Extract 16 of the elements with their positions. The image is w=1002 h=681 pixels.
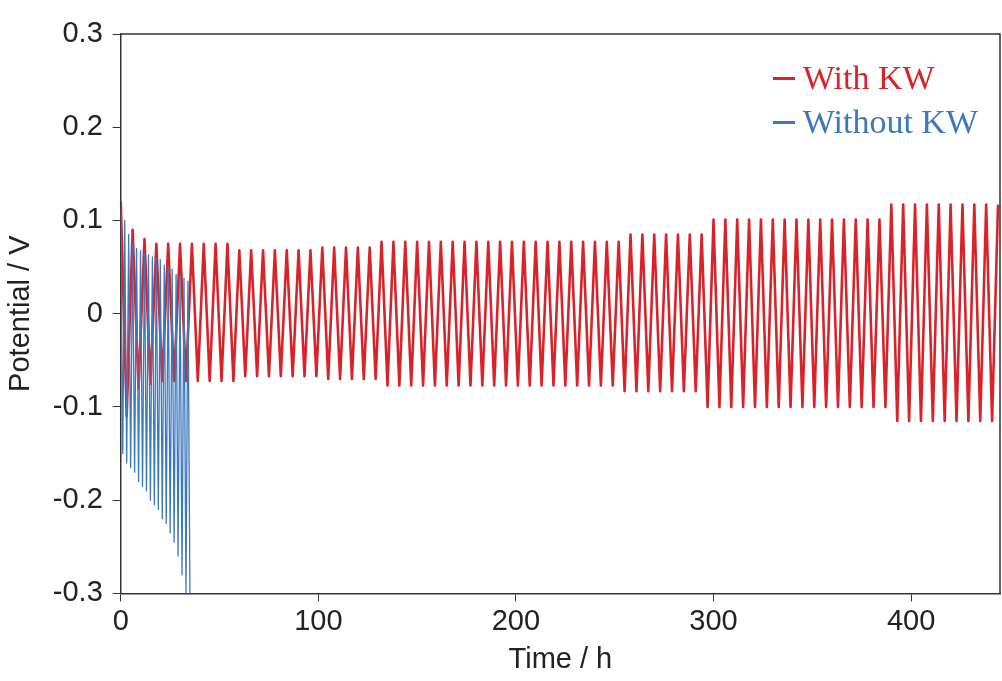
x-tick-label: 100 xyxy=(294,603,343,636)
legend-label: Without KW xyxy=(802,102,978,142)
x-tick-label: 0 xyxy=(112,603,129,636)
y-tick-label: 0.2 xyxy=(62,109,103,142)
x-tick-label: 400 xyxy=(886,603,936,636)
x-axis-title: Time / h xyxy=(508,641,613,674)
y-tick-label: 0 xyxy=(86,295,103,328)
y-tick-label: 0.1 xyxy=(62,202,103,235)
x-tick-label: 300 xyxy=(689,603,738,636)
y-tick-label: 0.3 xyxy=(62,16,103,48)
x-tick-label: 200 xyxy=(491,603,541,636)
y-tick-label: -0.1 xyxy=(52,388,103,421)
y-tick-label: -0.3 xyxy=(52,575,103,608)
legend-label: With KW xyxy=(802,58,935,98)
y-axis-title: Potential / V xyxy=(3,234,36,392)
y-tick-label: -0.2 xyxy=(52,482,103,515)
